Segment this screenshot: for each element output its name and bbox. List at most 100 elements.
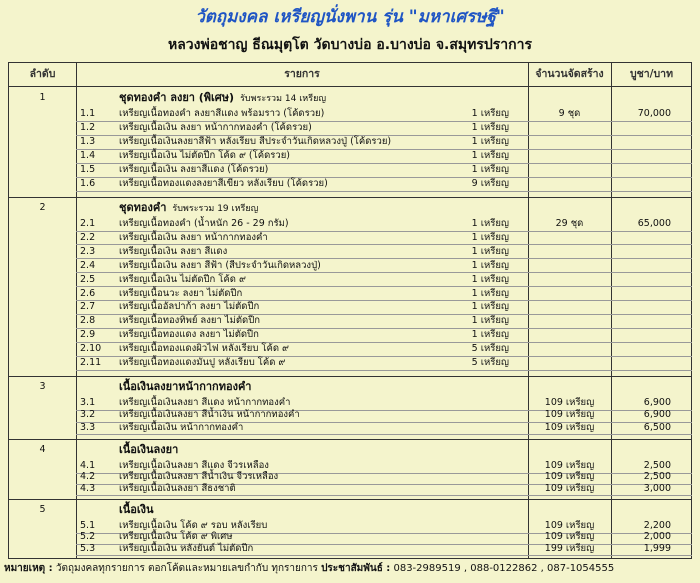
- item-count: 1 เหรียญ: [471, 273, 509, 285]
- item-line: [76, 176, 692, 178]
- item-price: 2,000: [643, 531, 671, 543]
- item-name: เหรียญเนื้อทองแดงผิวไฟ หลังเรียบ โค้ด ๙: [119, 343, 289, 355]
- item-number: 2.9: [80, 329, 96, 341]
- item-line: [76, 341, 692, 343]
- item-name: เหรียญเนื้อเงินลงยา สีธงชาติ: [119, 482, 236, 494]
- group-note: รับพระรวม 19 เหรียญ: [172, 204, 259, 214]
- item-name: เหรียญเนื้อทองแดงมันปู หลังเรียบ โค้ด ๙: [119, 357, 286, 369]
- item-quantity: 109 เหรียญ: [544, 409, 595, 421]
- title: วัตถุมงคล เหรียญนั่งพาน รุ่น "มหาเศรษฐี": [195, 7, 505, 27]
- item-name: เหรียญเนื้อเงิน ไม่ตัดปีก โค้ด ๙ (โค้ดรว…: [119, 150, 290, 161]
- item-line: [76, 532, 692, 534]
- item-price: 2,500: [643, 460, 671, 471]
- item-number: 1.1: [80, 108, 96, 119]
- footer: หมายเหตุ : วัตถุมงคลทุกรายการ ตอกโค้ดและ…: [4, 563, 614, 575]
- item-line: [76, 230, 692, 232]
- item-number: 2.3: [80, 245, 96, 257]
- item-name: เหรียญเนื้อทองแดง ลงยา ไม่ตัดปีก: [119, 329, 259, 341]
- item-line: [76, 190, 692, 192]
- group-number: 4: [39, 444, 46, 455]
- group-title: ชุดทองคำ รับพระรวม 19 เหรียญ: [119, 201, 259, 215]
- item-line: [76, 258, 692, 260]
- item-line: [76, 555, 692, 557]
- item-number: 3.3: [80, 421, 96, 433]
- item-number: 2.8: [80, 315, 96, 327]
- item-number: 1.5: [80, 164, 96, 175]
- item-number: 4.1: [80, 460, 96, 471]
- item-number: 2.7: [80, 301, 96, 313]
- item-price: 6,900: [643, 397, 671, 408]
- item-number: 4.3: [80, 482, 96, 494]
- column-header: ลำดับ: [29, 68, 56, 80]
- item-count: 1 เหรียญ: [471, 231, 509, 243]
- item-price: 3,000: [643, 482, 671, 494]
- item-name: เหรียญเนื้อเงินลงยา สีแดง จีวรเหลือง: [119, 460, 269, 471]
- contact: 083-2989519 , 088-0122862 , 087-1054555: [393, 563, 615, 574]
- item-name: เหรียญเนื้ออัลปาก้า ลงยา ไม่ตัดปีก: [119, 301, 260, 313]
- item-number: 2.4: [80, 259, 96, 271]
- header-line: [9, 86, 692, 87]
- item-count: 9 เหรียญ: [471, 178, 509, 189]
- group-quantity: 29 ชุด: [555, 218, 584, 229]
- item-line: [76, 162, 692, 164]
- item-number: 1.2: [80, 122, 96, 133]
- item-name: เหรียญเนื้อทองคำ ลงยาสีแดง พร้อมราว (โค้…: [119, 108, 325, 119]
- item-count: 5 เหรียญ: [471, 357, 509, 369]
- item-line: [76, 434, 692, 436]
- item-price: 1,999: [643, 542, 671, 554]
- item-line: [76, 313, 692, 315]
- group-title: เนื้อเงินลงยา: [119, 443, 179, 456]
- item-line: [76, 272, 692, 274]
- item-price: 6,900: [643, 409, 671, 421]
- item-name: เหรียญเนื้อเงินลงยา สีน้ำเงิน จีวรเหลือง: [119, 471, 279, 483]
- item-price: 2,500: [643, 471, 671, 483]
- column-header: จำนวนจัดสร้าง: [535, 68, 604, 80]
- item-name: เหรียญเนื้อเงิน โค้ด ๙ พิเศษ: [119, 531, 233, 543]
- group-title: ชุดทองคำ ลงยา (พิเศษ) รับพระรวม 14 เหรียญ: [119, 91, 327, 105]
- item-number: 1.6: [80, 178, 96, 189]
- contact-label: ประชาสัมพันธ์ :: [321, 563, 391, 574]
- item-line: [76, 120, 692, 122]
- item-number: 2.1: [80, 218, 96, 229]
- item-price: 2,200: [643, 520, 671, 531]
- item-price: 6,500: [643, 421, 671, 433]
- item-name: เหรียญเนื้อทองคำ (น้ำหนัก 26 - 29 กรัม): [119, 218, 289, 229]
- item-number: 1.4: [80, 150, 96, 161]
- group-number: 5: [39, 504, 46, 515]
- column-header: รายการ: [284, 68, 320, 80]
- item-line: [76, 300, 692, 302]
- item-line: [76, 244, 692, 246]
- item-number: 5.2: [80, 531, 96, 543]
- group-price: 65,000: [637, 218, 671, 229]
- item-name: เหรียญเนื้อเงิน ลงยาสีแดง (โค้ดรวย): [119, 164, 269, 175]
- item-name: เหรียญเนื้อเงินลงยา สีแดง หน้ากากทองคำ: [119, 397, 291, 408]
- item-number: 2.5: [80, 273, 96, 285]
- item-quantity: 109 เหรียญ: [544, 482, 595, 494]
- item-count: 1 เหรียญ: [471, 150, 509, 161]
- item-name: เหรียญเนื้อเงิน ลงยา หน้ากากทองคำ: [119, 231, 268, 243]
- item-line: [76, 148, 692, 150]
- item-number: 3.1: [80, 397, 96, 408]
- item-name: เหรียญเนื้อเงิน ลงยา สีฟ้า (สีประจำวันเก…: [119, 259, 321, 271]
- item-line: [76, 421, 692, 423]
- item-name: เหรียญเนื้อเงิน โค้ด ๙ รอบ หลังเรียบ: [119, 520, 268, 531]
- item-number: 3.2: [80, 409, 96, 421]
- item-line: [76, 495, 692, 497]
- item-number: 2.2: [80, 231, 96, 243]
- item-name: เหรียญเนื้อนวะ ลงยา ไม่ตัดปีก: [119, 287, 243, 299]
- item-count: 1 เหรียญ: [471, 301, 509, 313]
- item-count: 1 เหรียญ: [471, 245, 509, 257]
- column-line: [611, 63, 612, 558]
- note: วัตถุมงคลทุกรายการ ตอกโค้ดและหมายเลขกำกั…: [55, 563, 318, 574]
- group-title: เนื้อเงินลงยาหน้ากากทองคำ: [119, 380, 252, 393]
- group-price: 70,000: [637, 108, 671, 119]
- item-quantity: 199 เหรียญ: [544, 542, 595, 554]
- item-line: [76, 543, 692, 545]
- item-count: 1 เหรียญ: [471, 136, 509, 147]
- item-quantity: 109 เหรียญ: [544, 531, 595, 543]
- group-line: [9, 439, 692, 440]
- group-note: รับพระรวม 14 เหรียญ: [240, 94, 327, 104]
- group-title: เนื้อเงิน: [119, 503, 154, 516]
- item-number: 4.2: [80, 471, 96, 483]
- item-line: [76, 355, 692, 357]
